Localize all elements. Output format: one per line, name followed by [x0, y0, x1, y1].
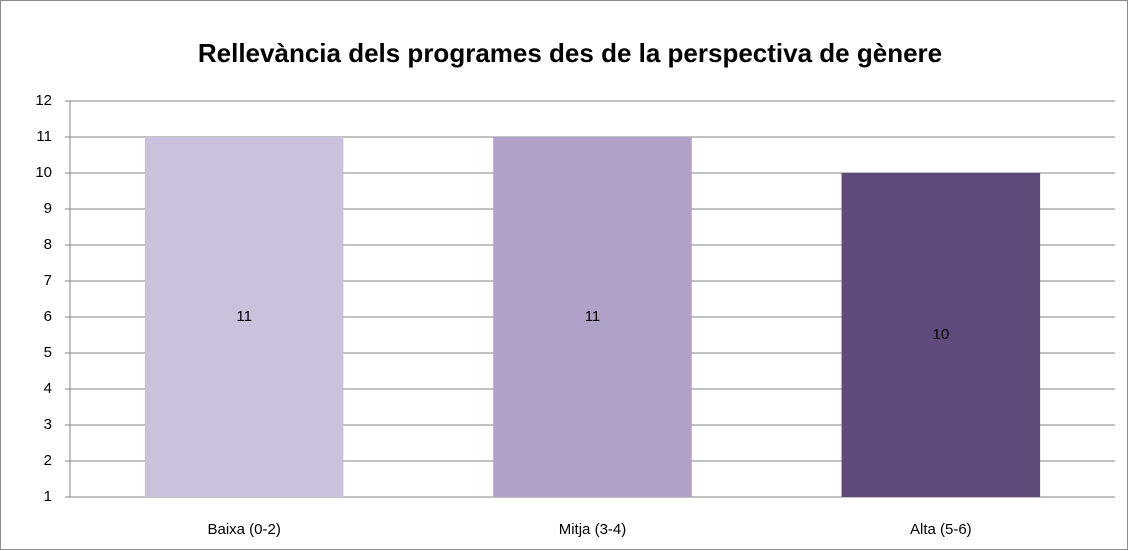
chart-title: Rellevància dels programes des de la per… [198, 38, 942, 68]
bar [144, 137, 344, 497]
y-tick-label: 12 [35, 92, 52, 109]
y-tick-label: 11 [36, 128, 52, 145]
x-tick-label: Mitja (3-4) [559, 521, 627, 538]
y-tick-label: 1 [44, 488, 52, 505]
x-tick-label: Alta (5-6) [910, 521, 972, 538]
y-tick-label: 10 [35, 164, 52, 181]
bar [841, 173, 1041, 497]
y-tick-label: 8 [44, 236, 52, 253]
bar [493, 137, 692, 497]
y-tick-label: 9 [44, 200, 52, 217]
data-label: 11 [236, 308, 252, 325]
y-tick-label: 3 [44, 416, 52, 433]
y-tick-label: 4 [44, 380, 52, 397]
data-label: 10 [932, 326, 949, 343]
x-tick-label: Baixa (0-2) [207, 521, 280, 538]
y-tick-label: 7 [44, 272, 52, 289]
y-tick-label: 6 [44, 308, 52, 325]
y-tick-label: 2 [44, 452, 52, 469]
y-tick-label: 5 [44, 344, 52, 361]
data-label: 11 [585, 308, 601, 325]
